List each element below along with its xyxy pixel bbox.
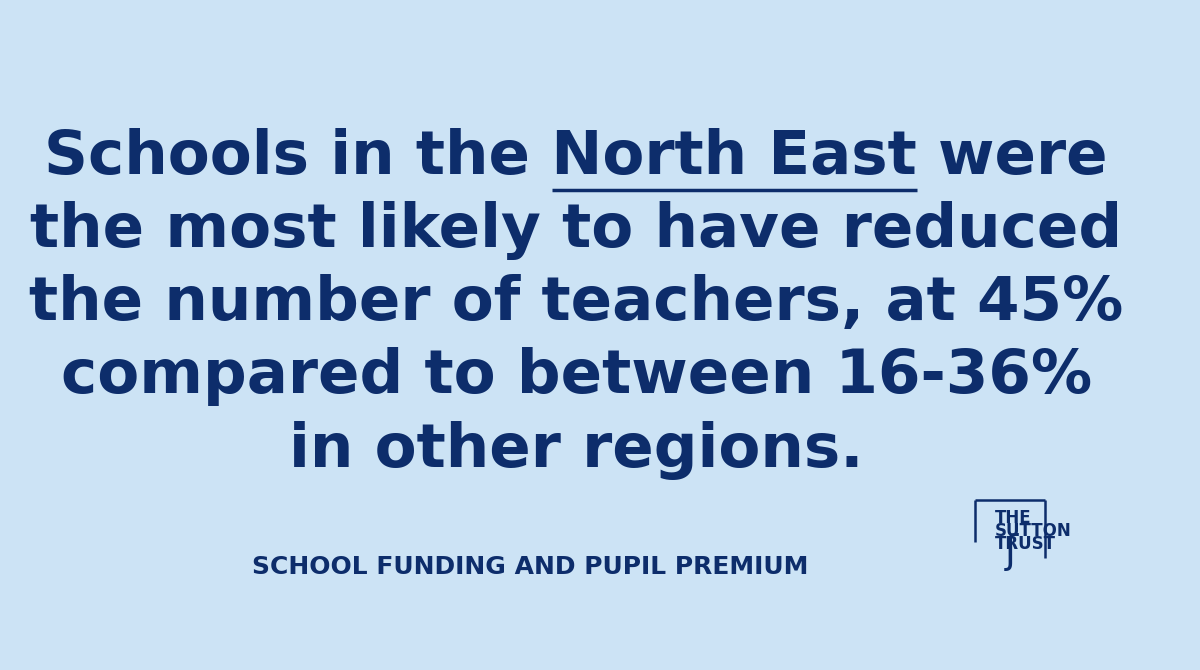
Text: Schools in the North East were: Schools in the North East were: [44, 128, 1108, 187]
Text: SCHOOL FUNDING AND PUPIL PREMIUM: SCHOOL FUNDING AND PUPIL PREMIUM: [252, 555, 808, 579]
Text: SUTTON: SUTTON: [995, 522, 1072, 539]
Text: THE: THE: [995, 509, 1031, 527]
Text: the number of teachers, at 45%: the number of teachers, at 45%: [29, 274, 1123, 333]
Text: the most likely to have reduced: the most likely to have reduced: [30, 201, 1122, 260]
Text: ʃ: ʃ: [1006, 533, 1019, 571]
Text: in other regions.: in other regions.: [289, 421, 864, 480]
Text: TRUST: TRUST: [995, 535, 1056, 553]
Text: compared to between 16-36%: compared to between 16-36%: [61, 347, 1092, 406]
